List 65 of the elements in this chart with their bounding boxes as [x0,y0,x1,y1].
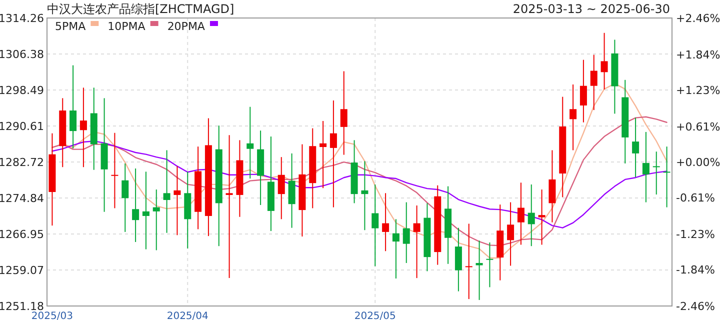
candlestick [70,64,77,149]
y-tick-label: 1306.38 [0,48,44,61]
candlestick [642,131,650,203]
y-tick-label: 1259.07 [0,264,44,277]
candlestick [372,184,379,267]
legend-label: 10PMA [108,20,146,33]
candlestick [600,32,608,90]
y-tick-label: 1290.61 [0,120,44,133]
y2-tick-label: +1.84% [676,48,720,62]
y2-tick-label: +0.00% [676,156,720,169]
candlestick [340,70,348,156]
candlestick [278,156,285,220]
candlestick [361,160,368,231]
candlestick [122,162,129,232]
candlestick [226,134,233,279]
chart-title: 中汉大连农产品综指[ZHCTMAGD] [47,2,234,16]
candlestick [111,132,118,209]
candlestick [486,242,494,288]
y2-tick-label: +1.23% [676,84,720,97]
x-tick-label: 2025/05 [354,311,396,320]
candlestick [538,188,546,246]
x-tick-label: 2025/04 [166,311,208,320]
candlestick [413,204,420,279]
candlestick [163,150,170,234]
candlestick [152,188,160,251]
candlestick [476,240,483,300]
y2-tick-label: -0.61% [676,192,715,205]
y-tick-label: 1314.26 [0,12,44,25]
candlestick [330,100,337,208]
y-tick-label: 1251.18 [0,300,44,313]
candlestick [465,223,472,300]
y2-tick-label: -1.23% [676,228,715,241]
y2-tick-label: +2.46% [676,12,720,25]
candlestick [663,146,670,208]
candlestick [142,171,150,250]
candlestick [548,150,556,223]
candlestick [652,151,660,196]
candlestick [174,166,181,236]
candlestick [580,59,587,123]
y-tick-label: 1274.84 [0,192,44,205]
candlestick [570,84,577,151]
candlestick [454,227,462,292]
candlestick [528,184,535,247]
legend-label: 20PMA [167,20,206,33]
candlestick [132,168,140,242]
y2-tick-label: -1.84% [676,264,715,277]
candlestick [320,120,327,189]
y-tick-label: 1266.95 [0,228,44,241]
candlestick [632,117,640,178]
candlestick [517,182,524,246]
candlestick [392,218,400,280]
chart-subtitle: 2025-03-13 ~ 2025-06-30 [512,2,670,16]
candlestick [246,106,254,180]
candlestick [590,54,598,111]
y-tick-label: 1298.49 [0,84,44,97]
candlestick [80,87,87,168]
legend-label: 5PMA [55,20,86,33]
candlestick [507,202,514,266]
candlestick [382,192,390,252]
x-tick-label: 2025/03 [31,311,73,320]
candlestick [288,152,296,228]
y2-tick-label: -2.46% [676,300,715,313]
candlestick [402,202,410,264]
y-tick-label: 1282.72 [0,156,44,169]
y2-tick-label: +0.61% [676,120,720,134]
